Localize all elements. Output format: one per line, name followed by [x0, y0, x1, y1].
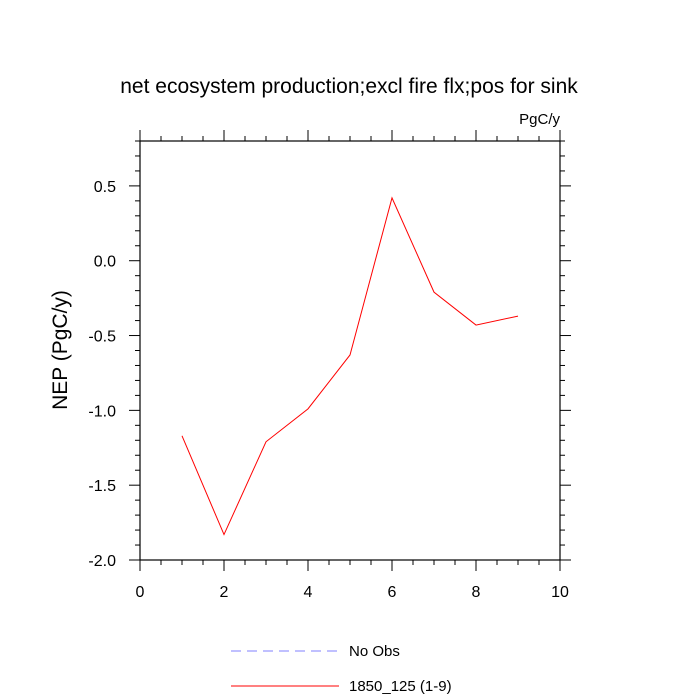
- y-tick-label: -1.0: [88, 403, 116, 420]
- y-tick-label: 0.0: [94, 254, 116, 271]
- y-tick-label: -1.5: [88, 478, 116, 495]
- x-tick-label: 6: [388, 584, 397, 601]
- chart-title: net ecosystem production;excl fire flx;p…: [120, 75, 578, 98]
- legend-label: No Obs: [349, 643, 400, 660]
- x-tick-label: 0: [136, 584, 145, 601]
- series-layer: [181, 196, 519, 536]
- series-line: [181, 196, 519, 536]
- x-tick-label: 2: [220, 584, 229, 601]
- legend: No Obs 1850_125 (1-9): [231, 643, 452, 695]
- axis-ticks: [129, 130, 571, 571]
- x-tick-label: 10: [551, 584, 569, 601]
- plot-frame: [139, 140, 561, 561]
- y-axis-label: NEP (PgC/y): [49, 290, 72, 410]
- y-tick-label: -2.0: [88, 553, 116, 570]
- axis-tick-labels: 0 2 4 6 8 10 0.5 0.0 -0.5 -1.0 -1.5 -2.0: [88, 179, 569, 601]
- x-tick-label: 4: [304, 584, 313, 601]
- y-tick-label: -0.5: [88, 329, 116, 346]
- x-tick-label: 8: [472, 584, 481, 601]
- y-tick-label: 0.5: [94, 179, 116, 196]
- legend-label: 1850_125 (1-9): [349, 678, 452, 695]
- units-label: PgC/y: [519, 111, 560, 128]
